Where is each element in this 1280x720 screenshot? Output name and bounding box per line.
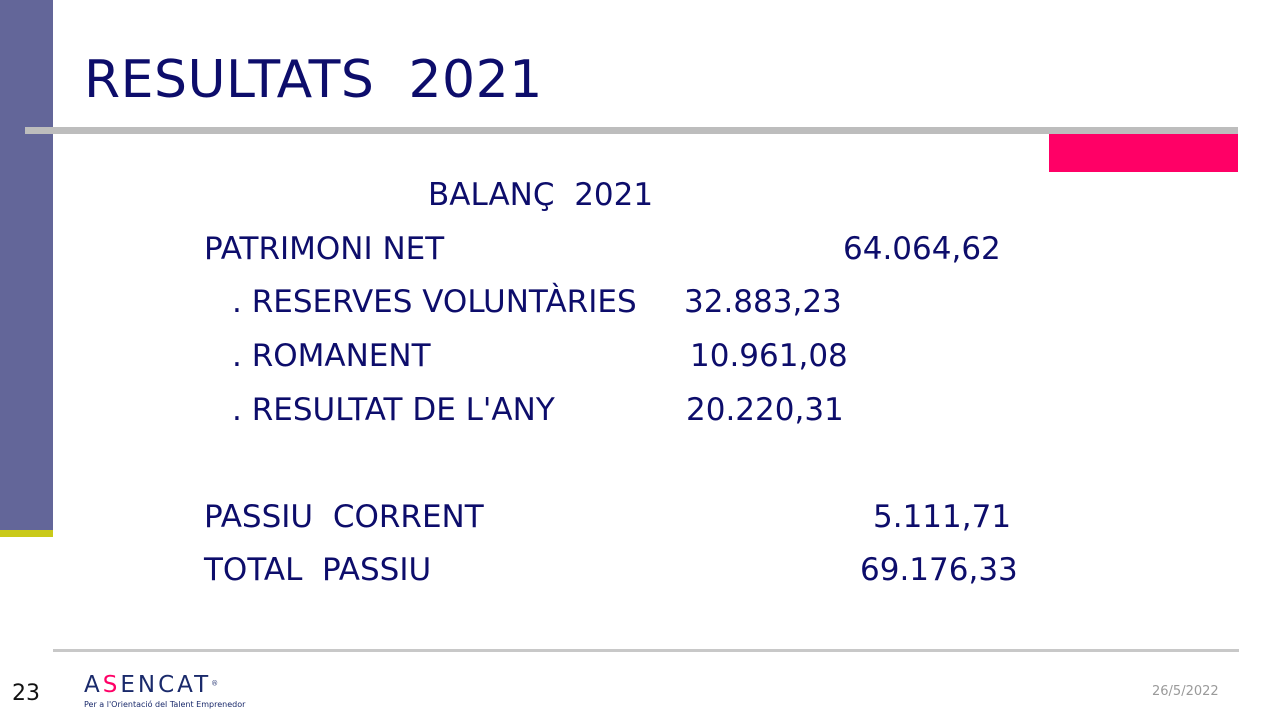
remainder-label: . ROMANENT [232, 338, 431, 374]
current-liabilities-value: 5.111,71 [873, 499, 1012, 535]
logo-tagline: Per a l'Orientació del Talent Emprenedor [84, 700, 246, 709]
year-result-value: 20.220,31 [686, 392, 844, 428]
pink-accent-block [1049, 134, 1238, 172]
year-result-label: . RESULTAT DE L'ANY [232, 392, 555, 428]
logo-wordmark: ASENCAT [84, 672, 212, 698]
equity-label: PATRIMONI NET [204, 231, 445, 267]
side-accent-bar-base [0, 530, 53, 537]
asencat-logo: ASENCAT® Per a l'Orientació del Talent E… [84, 672, 246, 709]
reserves-value: 32.883,23 [684, 284, 842, 320]
footer-divider [53, 649, 1239, 652]
page-number: 23 [12, 681, 40, 706]
total-liabilities-value: 69.176,33 [860, 552, 1018, 588]
current-liabilities-label: PASSIU CORRENT [204, 499, 484, 535]
remainder-value: 10.961,08 [690, 338, 848, 374]
side-accent-bar [0, 0, 53, 530]
slide-title: RESULTATS 2021 [84, 50, 543, 110]
equity-value: 64.064,62 [843, 231, 1001, 267]
total-liabilities-label: TOTAL PASSIU [204, 552, 432, 588]
title-divider [25, 127, 1238, 134]
balance-heading: BALANÇ 2021 [428, 177, 654, 213]
slide-date: 26/5/2022 [1152, 684, 1219, 699]
reserves-label: . RESERVES VOLUNTÀRIES [232, 284, 637, 320]
